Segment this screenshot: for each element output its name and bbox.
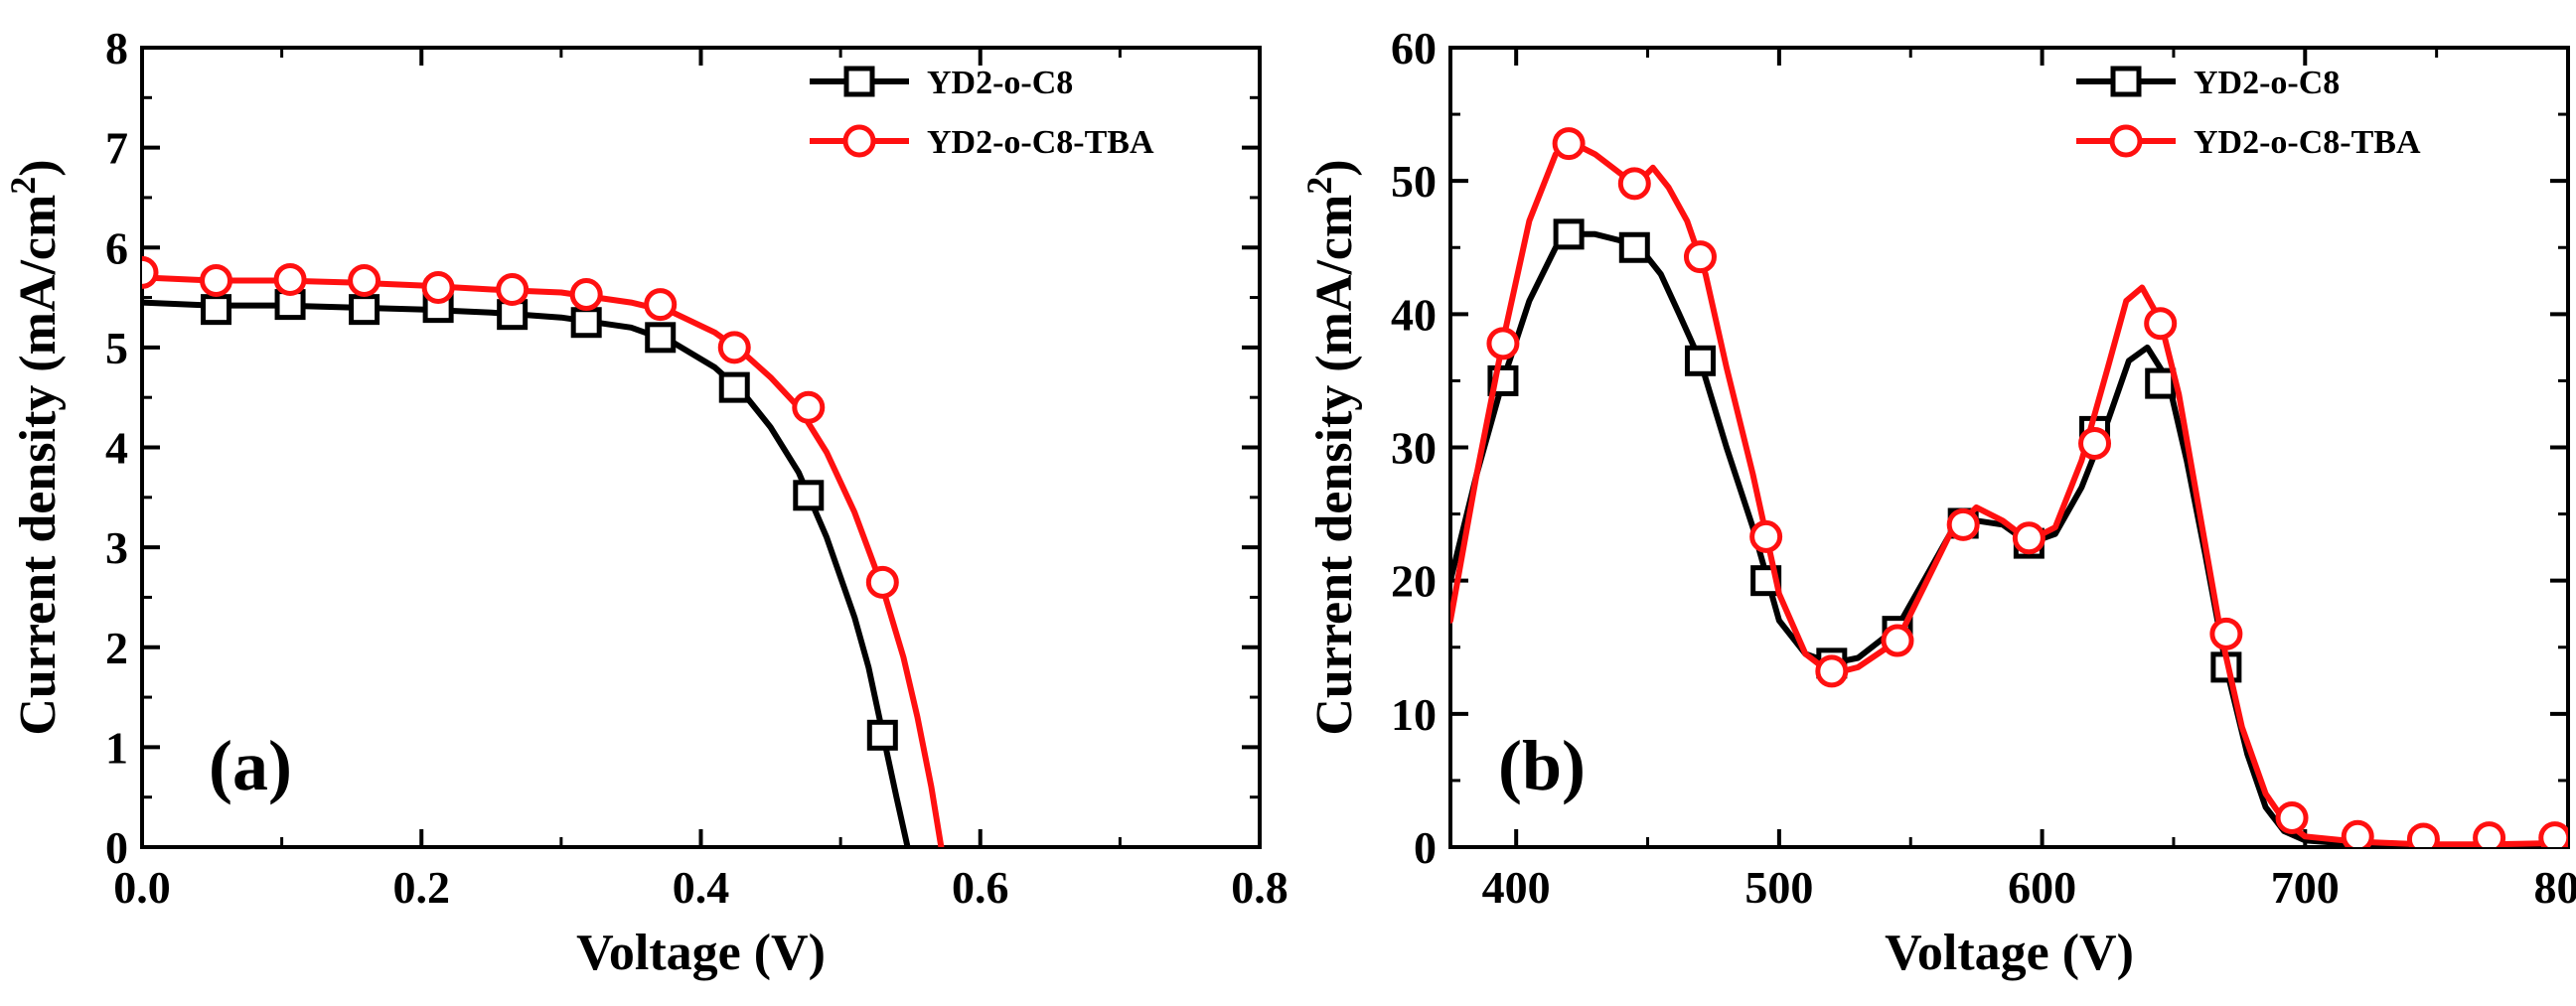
legend-label: YD2-o-C8-TBA [2194,124,2421,161]
data-point-circle [1881,624,1914,657]
data-point-circle [1815,654,1849,688]
x-tick-label: 0.6 [952,862,1009,913]
data-point-circle [792,390,826,424]
panel-a: 0.0 0.2 0.4 0.6 0.8 0 1 2 3 4 5 6 7 8 Voltage (V) Curre… [3,23,1288,981]
data-point-square [866,719,898,751]
data-point-square [2145,367,2177,399]
series-yd2-o-c8-tba [142,255,945,847]
data-point-square [1553,218,1585,250]
data-point-circle [142,255,159,289]
data-point-circle [348,263,381,297]
data-point-square [201,294,232,326]
data-point-square [349,294,380,326]
y-tick-label: 4 [105,423,128,474]
data-point-square [570,307,602,339]
legend-marker-square [843,66,875,97]
legend-label: YD2-o-C8 [927,65,1073,101]
data-point-circle [2473,821,2506,847]
y-axis-title-main: Current density (mA/cm [10,195,67,736]
data-point-square [1684,345,1716,376]
legend-marker-circle [842,124,876,158]
y-axis-title-superscript: 2 [3,177,43,195]
y-tick-label: 6 [105,222,128,273]
data-point-circle [2275,800,2309,834]
y-tick-label: 7 [105,123,128,174]
y-tick-label: 1 [105,722,128,773]
data-point-circle [2341,819,2374,847]
y-axis-title-end: ) [1306,159,1363,176]
panel-label: (b) [1498,726,1586,805]
data-point-circle [1486,327,1520,360]
data-point-square [645,322,677,354]
x-tick-label: 500 [1744,862,1813,913]
y-tick-label: 60 [1391,23,1437,73]
y-axis-title-main: Current density (mA/cm [1306,195,1363,736]
y-axis-title-end: ) [10,159,67,176]
y-tick-label: 40 [1391,289,1437,340]
series-line [1450,137,2558,847]
x-tick-label: 400 [1482,862,1551,913]
series-yd2-o-c8 [1450,218,2558,847]
legend-label: YD2-o-C8-TBA [927,124,1154,161]
data-point-circle [421,271,455,304]
legend-label: YD2-o-C8 [2194,65,2340,101]
legend-marker-square [2110,66,2142,97]
x-axis-title: Voltage (V) [1885,925,2134,981]
series-yd2-o-c8-tba [1450,127,2568,847]
data-point-circle [2406,822,2440,847]
panel-label: (a) [209,726,292,805]
y-tick-label: 3 [105,522,128,573]
data-point-circle [1749,519,1783,553]
data-point-circle [644,288,678,322]
data-point-circle [2078,426,2112,460]
data-point-circle [865,565,899,599]
data-point-circle [2144,307,2178,341]
y-axis-title: Current density (mA/cm2) [1299,159,1363,735]
y-tick-label: 5 [105,323,128,373]
data-point-circle [496,273,530,307]
data-point-circle [2012,521,2046,555]
y-tick-label: 10 [1391,689,1437,740]
legend-marker-circle [2109,124,2143,158]
x-tick-label: 0.8 [1231,862,1288,913]
data-point-circle [273,262,307,296]
data-point-circle [2538,821,2568,847]
plot-frame [140,46,1262,849]
data-point-circle [2209,617,2243,650]
data-point-square [1618,231,1650,263]
data-point-circle [1552,127,1586,161]
x-tick-label: 700 [2271,862,2340,913]
y-tick-label: 20 [1391,556,1437,607]
plot-frame [1448,46,2570,849]
data-point-circle [1946,507,1980,541]
y-tick-label: 50 [1391,156,1437,207]
y-tick-label: 0 [1414,822,1437,873]
x-tick-label: 800 [2534,862,2576,913]
series-line [1450,230,2558,847]
y-tick-label: 8 [105,23,128,73]
y-tick-label: 2 [105,623,128,673]
data-point-circle [1683,240,1717,274]
panel-b: 400 500 600 700 800 0 10 20 30 40 50 60 Voltage (V) C… [1299,23,2576,981]
data-point-circle [717,331,751,364]
data-point-circle [569,278,603,312]
data-point-circle [1617,167,1651,201]
x-tick-label: 0.2 [393,862,451,913]
x-axis-title: Voltage (V) [576,925,826,981]
y-tick-label: 0 [105,822,128,873]
y-tick-label: 30 [1391,423,1437,474]
data-point-circle [200,263,233,297]
data-point-square [718,371,750,403]
data-point-square [793,480,825,511]
x-tick-label: 0.4 [673,862,730,913]
y-axis-title-superscript: 2 [1299,177,1339,195]
x-tick-label: 0.0 [113,862,171,913]
y-axis-title: Current density (mA/cm2) [3,159,67,735]
x-tick-label: 600 [2008,862,2076,913]
